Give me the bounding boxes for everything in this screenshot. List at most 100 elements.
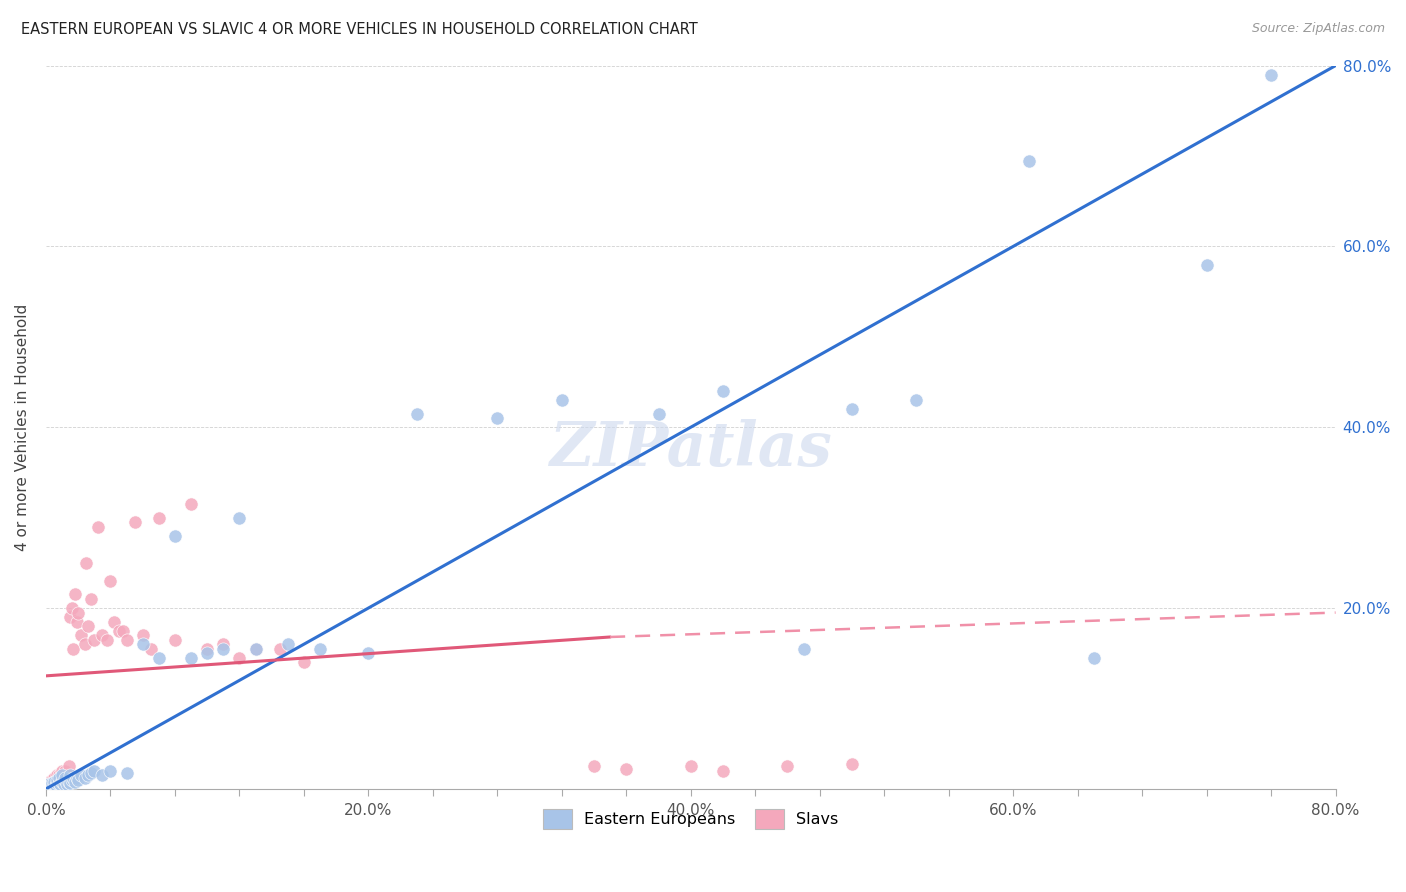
Point <box>51 764 73 778</box>
Point <box>195 641 218 656</box>
Point <box>83 632 105 647</box>
Point <box>277 637 299 651</box>
Point <box>80 592 103 607</box>
Point <box>83 764 105 778</box>
Point <box>45 772 67 787</box>
Point <box>405 407 427 421</box>
Point <box>51 765 73 780</box>
Point <box>65 615 87 629</box>
Point <box>647 407 669 421</box>
Point <box>180 650 202 665</box>
Point <box>124 515 146 529</box>
Point <box>39 777 62 791</box>
Point <box>45 778 67 792</box>
Point <box>42 777 65 791</box>
Point <box>91 768 114 782</box>
Point <box>73 771 96 785</box>
Point <box>100 574 122 588</box>
Point <box>56 768 79 782</box>
Point <box>62 771 84 785</box>
Point <box>53 764 76 778</box>
Point <box>357 646 380 660</box>
Y-axis label: 4 or more Vehicles in Household: 4 or more Vehicles in Household <box>15 303 30 551</box>
Point <box>269 641 291 656</box>
Point <box>51 768 73 782</box>
Point <box>41 776 63 790</box>
Point <box>58 774 80 789</box>
Point <box>96 632 118 647</box>
Legend: Eastern Europeans, Slavs: Eastern Europeans, Slavs <box>537 803 845 835</box>
Point <box>56 777 79 791</box>
Point <box>793 641 815 656</box>
Point <box>48 774 70 789</box>
Point <box>100 764 122 778</box>
Point <box>583 759 606 773</box>
Point <box>163 632 186 647</box>
Point <box>107 624 129 638</box>
Point <box>1018 153 1040 168</box>
Point <box>614 762 637 776</box>
Point <box>42 774 65 789</box>
Point <box>776 759 799 773</box>
Point <box>63 774 86 789</box>
Point <box>70 628 93 642</box>
Point <box>53 771 76 785</box>
Point <box>42 774 65 789</box>
Point <box>39 779 62 793</box>
Point <box>60 772 83 787</box>
Point <box>292 655 315 669</box>
Point <box>42 771 65 785</box>
Point <box>62 641 84 656</box>
Point <box>1260 68 1282 82</box>
Point <box>245 641 267 656</box>
Point <box>73 637 96 651</box>
Point <box>180 497 202 511</box>
Point <box>58 759 80 773</box>
Point <box>48 768 70 782</box>
Point <box>52 777 75 791</box>
Point <box>46 768 69 782</box>
Point <box>38 777 60 791</box>
Point <box>77 768 100 782</box>
Point <box>163 529 186 543</box>
Point <box>46 772 69 787</box>
Point <box>60 601 83 615</box>
Point <box>67 772 90 787</box>
Point <box>212 641 235 656</box>
Point <box>53 772 76 787</box>
Point <box>551 393 574 408</box>
Point <box>711 764 734 778</box>
Point <box>70 768 93 782</box>
Point <box>841 756 863 771</box>
Point <box>228 510 250 524</box>
Point <box>711 384 734 398</box>
Point <box>309 641 332 656</box>
Point <box>148 650 170 665</box>
Point <box>51 774 73 789</box>
Point <box>49 777 72 791</box>
Point <box>41 772 63 787</box>
Point <box>38 774 60 789</box>
Point <box>48 771 70 785</box>
Point <box>86 519 108 533</box>
Point <box>228 650 250 665</box>
Point <box>65 771 87 785</box>
Point <box>195 646 218 660</box>
Point <box>46 776 69 790</box>
Point <box>1083 650 1105 665</box>
Text: ZIPatlas: ZIPatlas <box>550 419 832 479</box>
Point <box>49 771 72 785</box>
Point <box>905 393 928 408</box>
Point <box>67 606 90 620</box>
Point <box>75 556 97 570</box>
Point <box>139 641 162 656</box>
Point <box>679 759 702 773</box>
Point <box>115 632 138 647</box>
Text: Source: ZipAtlas.com: Source: ZipAtlas.com <box>1251 22 1385 36</box>
Point <box>245 641 267 656</box>
Point <box>91 628 114 642</box>
Point <box>1195 258 1218 272</box>
Point <box>59 610 82 624</box>
Point <box>80 765 103 780</box>
Point <box>59 768 82 782</box>
